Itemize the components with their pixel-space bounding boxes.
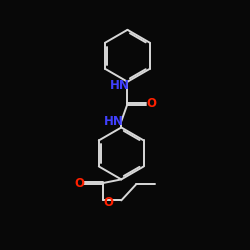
Text: O: O	[103, 196, 113, 209]
Text: HN: HN	[110, 79, 130, 92]
Text: O: O	[146, 98, 156, 110]
Text: O: O	[74, 176, 84, 190]
Text: HN: HN	[104, 115, 123, 128]
